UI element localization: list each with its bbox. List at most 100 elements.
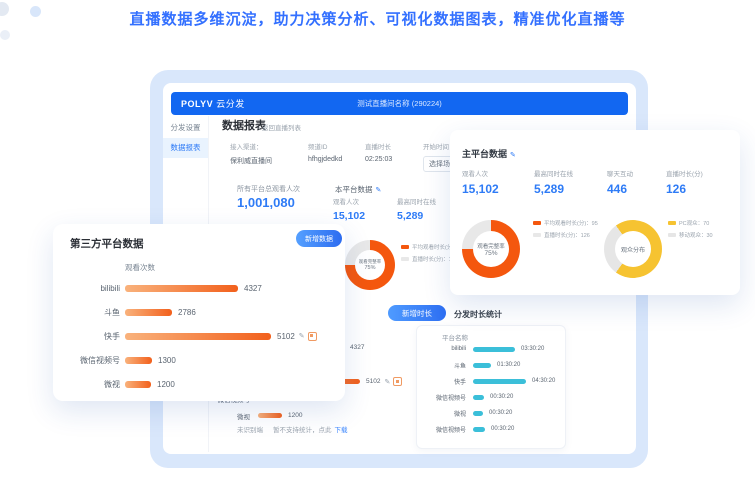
info-field-value: 02:25:03 <box>365 156 393 163</box>
decor-dot <box>0 30 10 40</box>
delete-icon[interactable] <box>393 377 403 386</box>
legend-row: 直播时长(分)：126 <box>401 255 466 263</box>
bar-value: 01:30:20 <box>497 362 521 368</box>
bar-label: 快手 <box>104 331 120 341</box>
stat-最高同时在线: 最高同时在线 5,289 <box>534 168 573 196</box>
main-platform-title-text: 主平台数据 <box>462 149 508 159</box>
bar-label: 斗鱼 <box>104 307 120 317</box>
total-views-value: 1,001,080 <box>237 195 295 210</box>
legend-row: 平均观看时长(分)：95 <box>401 243 466 251</box>
legend-row: 移动观众：30 <box>668 231 713 239</box>
bar <box>258 413 282 418</box>
views-chart-title: 观看次数 <box>125 263 155 272</box>
duration-chart: bilibili 03:30:20 斗鱼 01:30:20 快手 04:30:20 微信视频… <box>422 341 555 437</box>
decor-dot <box>30 6 41 17</box>
bar-label: 斗鱼 <box>453 363 466 370</box>
room-title: 测试直播间名称 (290224) <box>357 99 442 108</box>
third-party-row: 微信视频号 1300 <box>60 348 317 372</box>
add-data-button[interactable]: 新增数据 <box>296 230 342 247</box>
legend-label: 平均观看时长(分)：95 <box>544 221 598 227</box>
donut-center-label: 观众分布 <box>620 247 645 254</box>
bar-label: bilibili <box>100 283 120 293</box>
delete-icon[interactable] <box>307 331 317 341</box>
bar-value: 2786 <box>178 307 196 317</box>
stat-label: 观看人次 <box>462 171 488 178</box>
bar-value: 1300 <box>158 355 176 365</box>
bar <box>473 378 526 384</box>
sidebar-item-分发设置[interactable]: 分发设置 <box>170 123 201 132</box>
back-link[interactable]: ‹ 返回直播列表 <box>258 125 301 132</box>
stat-value: 15,102 <box>462 182 499 196</box>
audience-distribution-legend: PC观众：70 移动观众：30 <box>668 219 713 243</box>
third-party-card-title: 第三方平台数据 <box>70 238 144 250</box>
donut-center-label: 观看完整率 <box>358 259 382 264</box>
stat-value: 126 <box>666 182 687 196</box>
edit-icon[interactable]: ✎ <box>510 152 516 159</box>
add-duration-button[interactable]: 新增时长 <box>388 305 446 321</box>
bar <box>473 426 485 432</box>
donut-center-label: 观看完整率 <box>477 243 505 250</box>
sidebar-item-数据报表[interactable]: 数据报表 <box>163 138 208 158</box>
bar <box>125 332 271 340</box>
duration-row: bilibili 03:30:20 <box>422 341 555 357</box>
donut-center-value: 75% <box>484 249 498 257</box>
bar-value: 4327 <box>350 344 365 351</box>
donut-center-text: 观看完整率 75% <box>462 220 520 278</box>
info-field-value: hfhgjdedkd <box>308 156 343 163</box>
bar <box>125 380 151 388</box>
duration-chart-title: 平台名称 <box>442 335 468 342</box>
watch-completion-legend: 平均观看时长(分)：95 直播时长(分)：126 <box>533 219 598 243</box>
donut-center-text: 观看完整率 75% <box>345 240 395 290</box>
stat-最高同时在线: 最高同时在线 5,289 <box>397 196 436 222</box>
brand-light: 云分发 <box>216 99 245 109</box>
donut-center-text: 观众分布 <box>604 220 662 278</box>
edit-icon[interactable]: ✎ <box>375 187 382 194</box>
third-party-row: 快手 5102 ✎ <box>60 324 317 348</box>
banner-title: 直播数据多维沉淀，助力决策分析、可视化数据图表，精准优化直播等 <box>129 11 626 28</box>
bar-value: 04:30:20 <box>532 378 556 384</box>
bar-value: 5102 <box>366 378 381 385</box>
platform-section-title: 本平台数据 ✎ <box>335 184 381 195</box>
bar-value: 00:30:20 <box>489 410 513 416</box>
stat-观看人次: 观看人次 15,102 <box>462 168 499 196</box>
stat-value: 446 <box>607 182 628 196</box>
third-party-row: bilibili 4327 <box>60 276 317 300</box>
page-title: 数据报表 <box>222 120 266 132</box>
legend-swatch <box>668 233 676 237</box>
info-field: 直播时长 02:25:03 <box>365 141 392 163</box>
bar <box>473 362 491 368</box>
download-link[interactable]: 下载 <box>334 427 348 434</box>
third-party-views-chart: bilibili 4327 斗鱼 2786 快手 5102 ✎ 微信视频号 1300 微视 1200 <box>60 276 317 396</box>
stat-观看人次: 观看人次 15,102 <box>333 196 365 222</box>
edit-icon[interactable]: ✎ <box>298 333 305 340</box>
legend-label: 直播时长(分)：126 <box>544 233 590 239</box>
bar-label: 微信视频号 <box>435 427 466 434</box>
bar-label: 微信视频号 <box>80 355 120 365</box>
app-header: POLYV 云分发 测试直播间名称 (290224) <box>171 92 628 115</box>
legend-label: 直播时长(分)：126 <box>412 257 458 263</box>
bar-value: 00:30:20 <box>491 426 515 432</box>
legend-label: PC观众：70 <box>679 221 710 227</box>
duration-row: 微视 00:30:20 <box>422 405 555 421</box>
legend-swatch <box>401 245 409 249</box>
note-row: 未识别端 暂不支持统计，点此 下载 <box>237 424 348 434</box>
legend-label: 平均观看时长(分)：95 <box>412 245 466 251</box>
legend-label: 移动观众：30 <box>679 233 713 239</box>
bar-value: 5102 <box>277 331 295 341</box>
platform-section-label: 本平台数据 <box>335 185 373 194</box>
legend-row: 平均观看时长(分)：95 <box>533 219 598 227</box>
info-field-label: 接入渠道： <box>230 144 263 151</box>
edit-icon[interactable]: ✎ <box>384 378 391 386</box>
bg-views-row: 微视 1200 <box>182 407 402 424</box>
bar-label: bilibili <box>451 346 466 352</box>
legend-swatch <box>401 257 409 261</box>
bar-label: 微信视频号 <box>435 395 466 402</box>
legend-swatch <box>533 233 541 237</box>
info-field-label: 频道ID <box>308 144 328 151</box>
stat-label: 聊天互动 <box>607 171 633 178</box>
info-field-label: 开始时间 ⓘ <box>423 144 458 151</box>
bar <box>125 308 172 316</box>
note-label: 未识别端 <box>237 427 263 434</box>
donut-center-value: 75% <box>364 265 376 271</box>
